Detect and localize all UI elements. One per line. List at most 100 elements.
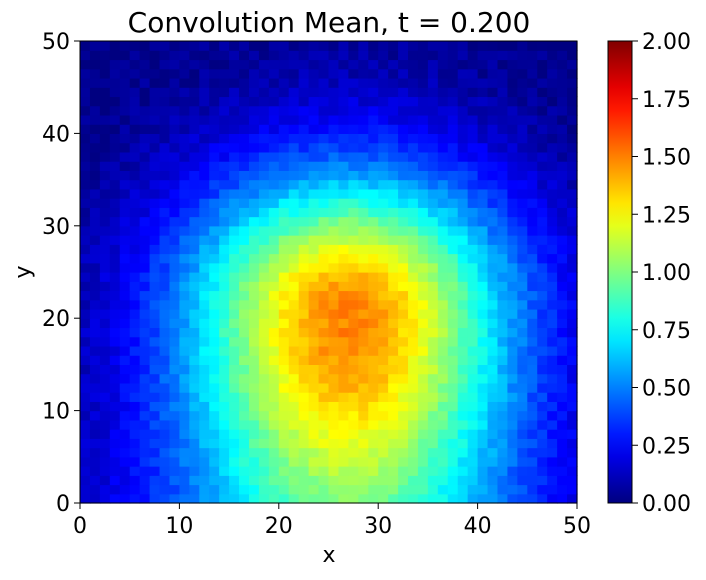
heatmap-cell <box>268 336 280 347</box>
heatmap-cell <box>268 475 280 486</box>
heatmap-cell <box>427 299 439 310</box>
heatmap-cell <box>467 373 479 384</box>
heatmap-cell <box>209 475 220 486</box>
heatmap-cell <box>427 466 439 476</box>
heatmap-cell <box>398 225 409 236</box>
heatmap-cell <box>447 382 459 393</box>
heatmap-cell <box>417 59 429 70</box>
heatmap-cell <box>169 429 180 439</box>
heatmap-cell <box>288 133 300 144</box>
heatmap-cell <box>477 77 489 88</box>
heatmap-cell <box>219 96 230 107</box>
heatmap-cell <box>268 244 280 255</box>
heatmap-cell <box>149 290 161 301</box>
heatmap-cell <box>537 68 548 79</box>
heatmap-cell <box>527 392 538 402</box>
heatmap-cell <box>388 466 399 476</box>
heatmap-cell <box>378 216 389 227</box>
heatmap-cell <box>348 198 359 208</box>
heatmap-cell <box>209 327 220 338</box>
heatmap-cell <box>388 59 399 70</box>
heatmap-cell <box>467 41 479 51</box>
heatmap-cell <box>328 318 340 329</box>
heatmap-cell <box>437 299 449 310</box>
heatmap-cell <box>467 170 479 181</box>
heatmap-cell <box>557 68 568 79</box>
heatmap-cell <box>229 253 240 264</box>
colorbar-tick-label: 0.25 <box>642 434 691 459</box>
heatmap-cell <box>467 401 479 412</box>
heatmap-cell <box>557 50 568 61</box>
heatmap-cell <box>417 438 429 449</box>
heatmap-cell <box>537 429 548 439</box>
heatmap-cell <box>209 41 220 51</box>
heatmap-cell <box>447 484 459 495</box>
heatmap-cell <box>298 151 310 162</box>
heatmap-cell <box>209 355 220 365</box>
heatmap-cell <box>308 170 320 181</box>
heatmap-cell <box>358 355 369 365</box>
chart-title: Convolution Mean, t = 0.200 <box>128 6 531 39</box>
heatmap-cell <box>318 336 330 347</box>
heatmap-cell <box>109 198 121 208</box>
heatmap-cell <box>268 225 280 236</box>
heatmap-cell <box>328 133 340 144</box>
heatmap-cell <box>99 114 111 125</box>
heatmap-cell <box>258 419 270 430</box>
heatmap-cell <box>318 124 330 134</box>
heatmap-cell <box>567 188 578 199</box>
heatmap-cell <box>189 456 200 467</box>
heatmap-cell <box>119 105 131 116</box>
heatmap-cell <box>119 272 131 282</box>
heatmap-cell <box>557 364 568 375</box>
heatmap-cell <box>80 87 91 98</box>
heatmap-cell <box>447 124 459 134</box>
heatmap-cell <box>557 124 568 134</box>
heatmap-cell <box>149 410 161 421</box>
heatmap-cell <box>348 373 359 384</box>
heatmap-cell <box>477 281 489 292</box>
heatmap-cell <box>507 484 518 495</box>
heatmap-cell <box>248 373 260 384</box>
heatmap-cell <box>169 96 180 107</box>
heatmap-cell <box>308 290 320 301</box>
heatmap-cell <box>129 50 141 61</box>
heatmap-cell <box>169 151 180 162</box>
heatmap-cell <box>338 235 349 245</box>
heatmap-cell <box>398 114 409 125</box>
heatmap-cell <box>248 447 260 458</box>
heatmap-cell <box>398 410 409 421</box>
heatmap-cell <box>149 429 161 439</box>
heatmap-cell <box>517 373 528 384</box>
heatmap-cell <box>229 179 240 190</box>
heatmap-cell <box>179 244 190 255</box>
heatmap-cell <box>507 105 518 116</box>
heatmap-cell <box>358 225 369 236</box>
heatmap-cell <box>388 484 399 495</box>
heatmap-cell <box>567 281 578 292</box>
heatmap-cell <box>189 466 200 476</box>
heatmap-cell <box>467 235 479 245</box>
heatmap-cell <box>507 355 518 365</box>
heatmap-cell <box>119 373 131 384</box>
heatmap-cell <box>308 50 320 61</box>
heatmap-cell <box>358 392 369 402</box>
heatmap-cell <box>159 466 171 476</box>
heatmap-cell <box>348 364 359 375</box>
heatmap-cell <box>199 493 210 504</box>
heatmap-cell <box>477 262 489 273</box>
heatmap-cell <box>298 133 310 144</box>
heatmap-cell <box>437 133 449 144</box>
heatmap-cell <box>497 272 509 282</box>
heatmap-cell <box>537 345 548 356</box>
heatmap-cell <box>507 188 518 199</box>
heatmap-cell <box>487 327 499 338</box>
heatmap-cell <box>358 133 369 144</box>
heatmap-cell <box>288 59 300 70</box>
heatmap-cell <box>427 59 439 70</box>
heatmap-cell <box>517 50 528 61</box>
heatmap-cell <box>358 447 369 458</box>
heatmap-cell <box>288 419 300 430</box>
heatmap-cell <box>248 161 260 171</box>
heatmap-cell <box>567 151 578 162</box>
